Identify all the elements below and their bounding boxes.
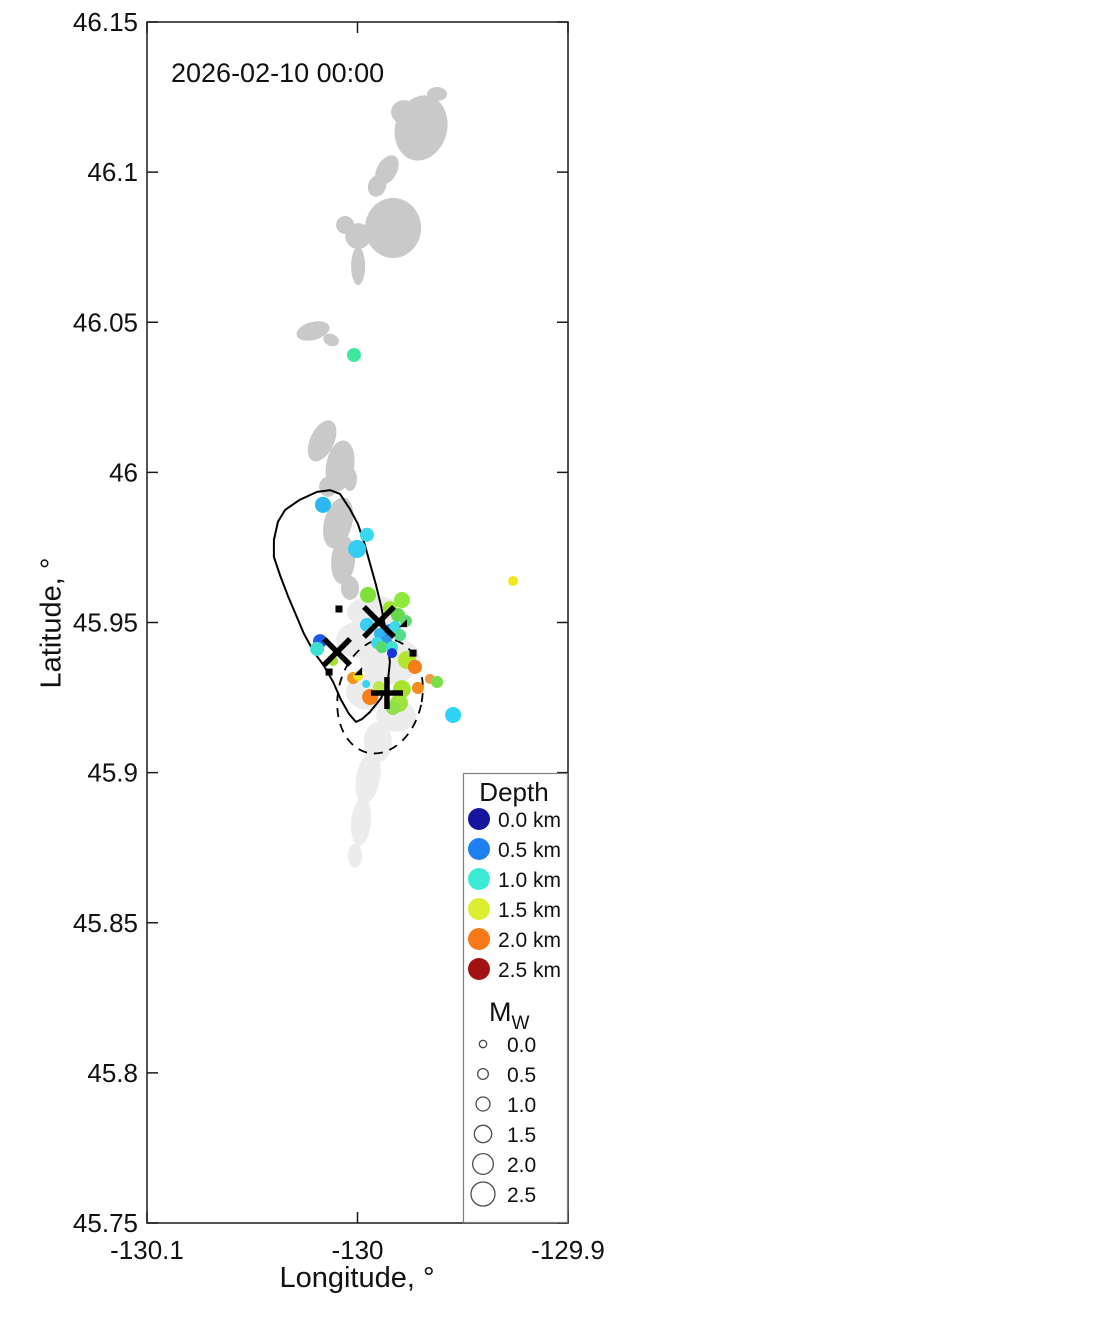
- seafloor-patch: [351, 247, 366, 286]
- seafloor-patch: [340, 575, 359, 600]
- legend-mw-swatch: [475, 1096, 491, 1112]
- legend-mw-swatch: [478, 1039, 488, 1049]
- x-tick-label: -130: [331, 1235, 383, 1265]
- legend-mw-label: 2.5: [507, 1184, 536, 1207]
- earthquake-point: [359, 527, 374, 542]
- seafloor-patch-light: [347, 843, 362, 868]
- y-tick-label: 45.95: [73, 608, 138, 638]
- legend-mw-swatch: [476, 1067, 490, 1081]
- seafloor-patch-light: [363, 721, 392, 762]
- seafloor-patch: [336, 215, 355, 234]
- legend-depth-swatch: [468, 808, 490, 830]
- legend-mw-label: 1.0: [507, 1094, 536, 1117]
- earthquake-point: [360, 586, 377, 603]
- earthquake-point: [310, 641, 325, 656]
- y-tick-label: 46.1: [87, 157, 138, 187]
- square-marker: [409, 649, 417, 657]
- y-axis-label: Latitude, °: [35, 557, 68, 689]
- event-markers: [322, 604, 403, 710]
- x-tick-label: -130.1: [110, 1235, 184, 1265]
- legend-mw-swatch: [472, 1153, 494, 1175]
- seafloor-patch-light: [350, 797, 372, 846]
- legend-depth-swatch: [468, 928, 490, 950]
- earthquake-point: [393, 629, 407, 642]
- earthquake-point: [508, 576, 519, 587]
- legend-mw-label: 0.5: [507, 1064, 536, 1087]
- earthquake-point: [407, 659, 422, 674]
- earthquake-point: [375, 641, 388, 654]
- earthquake-point: [348, 539, 367, 558]
- legend-mw-label: 2.0: [507, 1154, 536, 1177]
- triangle-marker: [398, 619, 407, 628]
- y-tick-label: 45.75: [73, 1208, 138, 1238]
- earthquake-point: [393, 591, 410, 608]
- seafloor-patch: [296, 321, 330, 341]
- earthquake-point: [346, 347, 361, 362]
- legend-depth-title: Depth: [479, 777, 548, 807]
- timestamp-annotation: 2026-02-10 00:00: [171, 58, 385, 88]
- legend-depth-label: 0.5 km: [498, 839, 561, 862]
- x-marker: [362, 604, 396, 639]
- square-marker: [335, 605, 343, 613]
- x-axis-label: Longitude, °: [279, 1262, 435, 1294]
- earthquake-point: [362, 680, 371, 689]
- y-tick-label: 45.85: [73, 908, 138, 938]
- y-tick-label: 45.9: [87, 758, 138, 788]
- legend-depth-swatch: [468, 898, 490, 920]
- dashed-outline: [336, 637, 424, 755]
- legend-depth-label: 2.0 km: [498, 929, 561, 952]
- earthquake-point: [411, 681, 424, 694]
- legend-mw-label: 0.0: [507, 1034, 536, 1057]
- square-marker: [325, 668, 333, 676]
- earthquake-point: [314, 496, 331, 513]
- legend-depth-label: 2.5 km: [498, 959, 561, 982]
- seafloor-patch: [367, 175, 387, 197]
- y-tick-label: 46.15: [73, 7, 138, 37]
- x-tick-label: -129.9: [531, 1235, 605, 1265]
- y-tick-label: 46: [109, 457, 138, 487]
- legend-depth-swatch: [468, 958, 490, 980]
- legend-depth-swatch: [468, 838, 490, 860]
- legend-depth-label: 1.0 km: [498, 869, 561, 892]
- earthquake-points: [310, 347, 519, 723]
- legend-mw-label: 1.5: [507, 1124, 536, 1147]
- axes: 46.1546.146.054645.9545.945.8545.845.75-…: [73, 7, 605, 1265]
- y-tick-label: 45.8: [87, 1058, 138, 1088]
- y-tick-label: 46.05: [73, 307, 138, 337]
- station-markers: [325, 605, 417, 676]
- legend-mw-swatch: [473, 1124, 493, 1144]
- seafloor-patch: [307, 420, 337, 462]
- bathymetry-patches: [296, 87, 448, 868]
- seafloor-patch-light: [355, 752, 381, 804]
- earthquake-point: [386, 648, 398, 659]
- seafloor-patch: [394, 95, 448, 161]
- legend-depth-swatch: [468, 868, 490, 890]
- legend-mw-swatch: [470, 1181, 496, 1207]
- seafloor-patch: [319, 476, 338, 497]
- x-marker: [322, 636, 353, 667]
- seafloor-patch: [391, 100, 418, 125]
- earthquake-point: [372, 681, 385, 694]
- seafloor-patch: [342, 466, 357, 491]
- legend-depth-label: 0.0 km: [498, 809, 561, 832]
- earthquake-point: [431, 675, 444, 688]
- legend-depth-label: 1.5 km: [498, 899, 561, 922]
- seafloor-patch: [323, 333, 339, 347]
- triangle-marker: [354, 667, 363, 676]
- seafloor-patch: [323, 497, 354, 549]
- earthquake-point: [445, 706, 462, 723]
- seafloor-patch: [365, 197, 422, 258]
